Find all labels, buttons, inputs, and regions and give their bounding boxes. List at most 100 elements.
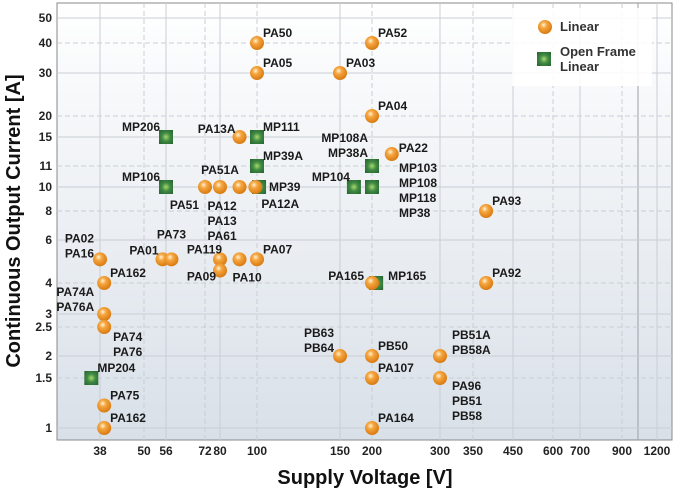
point-label: MP104 bbox=[312, 170, 350, 184]
point-label: PA02 bbox=[65, 231, 94, 245]
point-label: MP111 bbox=[263, 120, 300, 134]
y-axis-title: Continuous Output Current [A] bbox=[3, 74, 25, 367]
x-tick-label: 100 bbox=[247, 444, 267, 458]
point-label: PA92 bbox=[492, 266, 521, 280]
point-label: MP38A bbox=[328, 146, 368, 160]
data-point-pb50: PB50 bbox=[365, 339, 408, 363]
point-label: MP165 bbox=[388, 269, 426, 283]
point-label: PA50 bbox=[263, 26, 292, 40]
open-frame-marker bbox=[159, 180, 173, 194]
linear-marker bbox=[365, 349, 379, 363]
data-point-mp106: MP106 bbox=[122, 170, 173, 194]
data-point-pa164: PA164 bbox=[365, 411, 414, 435]
axis-ticks: 38 50 56 72 80 100 150 200 300 350 450 600 700 900 120… bbox=[35, 11, 670, 458]
data-point-pa107: PA107 bbox=[365, 361, 414, 385]
linear-marker bbox=[333, 66, 347, 80]
y-tick-label: 2.5 bbox=[35, 320, 52, 334]
data-point-pa13a: PA13A bbox=[198, 122, 247, 144]
data-point-pa09: PA09 bbox=[187, 263, 227, 284]
legend-label-open-frame: Open Frame Linear bbox=[560, 44, 636, 74]
point-label: PA12A bbox=[261, 197, 299, 211]
data-point-pa75: PA75 bbox=[97, 389, 140, 413]
point-label: PB63 bbox=[304, 326, 334, 340]
legend: Linear Open Frame Linear bbox=[512, 8, 652, 86]
x-tick-label: 1200 bbox=[644, 444, 671, 458]
data-point-pa162: PA162 bbox=[97, 411, 146, 435]
x-tick-label: 700 bbox=[570, 444, 590, 458]
point-label: PA13 bbox=[208, 214, 237, 228]
point-label: PA119 bbox=[187, 242, 222, 256]
linear-marker bbox=[232, 180, 247, 194]
linear-marker bbox=[97, 320, 112, 334]
point-label: PB64 bbox=[304, 341, 334, 355]
y-tick-label: 8 bbox=[45, 204, 52, 218]
point-label: PB58 bbox=[452, 409, 482, 423]
y-tick-label: 50 bbox=[39, 11, 53, 25]
point-label: PA01 bbox=[129, 243, 158, 257]
point-label: PA74 bbox=[113, 330, 142, 344]
point-label: PA05 bbox=[263, 56, 292, 70]
open-frame-marker bbox=[365, 180, 379, 194]
data-point-mp104: MP104 bbox=[312, 170, 361, 194]
linear-marker bbox=[250, 36, 264, 50]
y-tick-label: 11 bbox=[39, 159, 52, 173]
y-tick-label: 1.5 bbox=[35, 371, 52, 385]
point-label: PA107 bbox=[378, 361, 414, 375]
x-tick-label: 450 bbox=[503, 444, 523, 458]
legend-label-linear: Linear bbox=[560, 19, 599, 34]
data-point-pa162: PA162 bbox=[97, 266, 146, 290]
data-point-pa73: PA73 bbox=[157, 227, 186, 267]
linear-marker bbox=[97, 276, 112, 290]
data-point-pa93: PA93 bbox=[479, 194, 522, 218]
open-frame-marker bbox=[250, 130, 264, 144]
data-point-pa92: PA92 bbox=[479, 266, 522, 290]
linear-marker bbox=[365, 36, 379, 50]
data-point-pa12a: PA12A bbox=[248, 180, 299, 211]
y-tick-label: 20 bbox=[39, 109, 53, 123]
x-tick-label: 600 bbox=[543, 444, 563, 458]
linear-marker bbox=[248, 180, 263, 194]
point-label: PA51 bbox=[170, 198, 199, 212]
linear-marker bbox=[97, 421, 112, 435]
linear-marker bbox=[333, 349, 347, 363]
x-tick-label: 200 bbox=[362, 444, 382, 458]
point-label: MP39 bbox=[269, 180, 301, 194]
point-label: PA52 bbox=[378, 26, 407, 40]
y-tick-label: 10 bbox=[39, 180, 53, 194]
data-point-pa52: PA52 bbox=[365, 26, 407, 50]
data-point-pa03: PA03 bbox=[333, 56, 375, 80]
data-point-pa119: PA119 bbox=[187, 242, 227, 267]
point-label: PA61 bbox=[208, 229, 237, 243]
point-label: PA07 bbox=[263, 242, 292, 256]
point-label: PA76A bbox=[56, 300, 94, 314]
open-frame-marker bbox=[250, 159, 264, 173]
point-label: PA75 bbox=[110, 389, 139, 403]
point-label: PA164 bbox=[378, 411, 414, 425]
open-frame-marker bbox=[84, 371, 99, 385]
y-tick-label: 4 bbox=[45, 276, 52, 290]
open-frame-marker bbox=[365, 159, 379, 173]
point-label: PA09 bbox=[187, 270, 216, 284]
data-point-pa04: PA04 bbox=[365, 99, 407, 123]
x-tick-label: 50 bbox=[137, 444, 151, 458]
x-tick-label: 150 bbox=[330, 444, 350, 458]
x-tick-label: 900 bbox=[612, 444, 632, 458]
data-point-mp111: MP111 bbox=[250, 120, 300, 144]
x-tick-label: 38 bbox=[93, 444, 107, 458]
linear-marker bbox=[213, 252, 227, 267]
linear-marker bbox=[250, 66, 264, 80]
y-tick-label: 40 bbox=[39, 36, 53, 50]
linear-marker bbox=[433, 349, 447, 363]
point-label: MP206 bbox=[122, 120, 160, 134]
linear-marker bbox=[365, 371, 379, 385]
point-label: PA12 bbox=[208, 199, 237, 213]
data-point-pa165: PA165 bbox=[328, 269, 379, 290]
linear-marker bbox=[365, 276, 379, 290]
